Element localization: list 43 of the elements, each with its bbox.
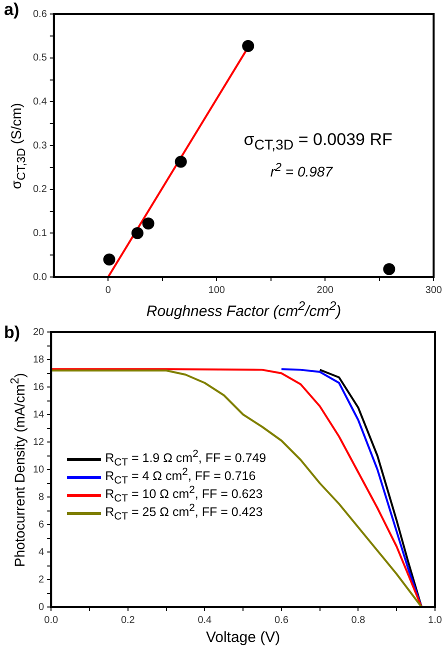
y-tick-label: 0.3	[32, 140, 48, 152]
chart-title: b)	[4, 323, 20, 343]
y-tick-label: 12	[33, 436, 45, 448]
y-tick-label: 8	[38, 492, 45, 503]
point	[174, 156, 187, 168]
legend-label: R$_{CT}$ = 4 Ω cm$^{2}$, FF = 0.716	[105, 467, 256, 487]
y-tick-label: 4	[38, 546, 45, 558]
y-tick-label: 2	[38, 574, 45, 586]
y-tick-label: 0.4	[32, 96, 48, 108]
annotation: σ$_{CT,3D}$ = 0.0039 RF	[244, 130, 392, 154]
legend-label: R$_{CT}$ = 10 Ω cm$^{2}$, FF = 0.623	[105, 485, 263, 505]
y-tick-label: 0.5	[32, 52, 48, 64]
y-tick-label: 16	[33, 382, 45, 393]
y-tick-label: 0.6	[32, 8, 48, 20]
y-tick-label: 6	[38, 519, 45, 530]
x-tick-label: 0	[105, 284, 112, 296]
y-tick-label: 20	[33, 326, 45, 338]
y-tick-label: 18	[33, 354, 45, 366]
x-tick-label: 100	[208, 284, 226, 296]
point	[383, 263, 396, 276]
x-axis-title: Roughness Factor (cm$^{2}$/cm$^{2}$)	[145, 299, 342, 320]
y-tick-label: 0	[38, 602, 45, 613]
point	[103, 253, 116, 266]
y-tick-label: 0.0	[32, 272, 48, 283]
point	[131, 227, 144, 240]
x-tick-label: 0.8	[351, 614, 366, 626]
point	[242, 40, 254, 52]
legend-label: R$_{CT}$ = 25 Ω cm$^{2}$, FF = 0.423	[105, 503, 263, 523]
x-axis-title: Voltage (V)	[204, 629, 282, 646]
x-tick-label: 1.0	[428, 614, 442, 626]
point	[142, 218, 154, 230]
y-tick-label: 0.1	[32, 228, 48, 239]
x-tick-label: 300	[425, 284, 442, 296]
chart-title: a)	[4, 0, 20, 20]
y-tick-label: 0.2	[32, 184, 48, 196]
x-tick-label: 0.4	[198, 614, 212, 626]
y-tick-label: 10	[33, 464, 45, 476]
x-tick-label: 200	[316, 284, 334, 296]
x-tick-label: 0.2	[120, 614, 136, 626]
y-tick-label: 14	[33, 409, 45, 420]
x-tick-label: 0.6	[274, 614, 289, 626]
legend-label: R$_{CT}$ = 1.9 Ω cm$^{2}$, FF = 0.749	[105, 449, 266, 469]
annotation: r$^{2}$ = 0.987	[270, 161, 333, 180]
